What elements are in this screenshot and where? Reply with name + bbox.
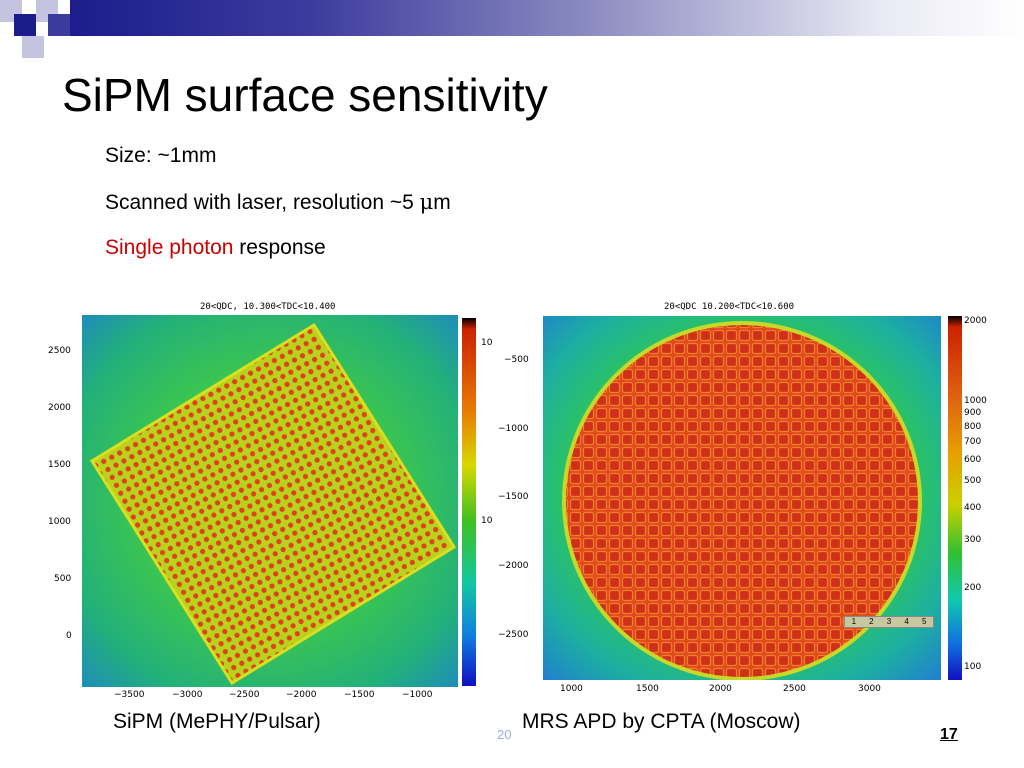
left-y-tick: 2000 [48,403,71,413]
right-scale-tick: 900 [964,408,982,418]
left-plot-image [82,315,458,687]
right-x-tick: 3000 [858,684,881,694]
corner-square-6 [0,22,14,36]
right-scale-tick: 800 [964,422,982,432]
header-gradient-bar [70,0,1024,36]
right-x-tick: 1000 [560,684,583,694]
cell-label: 2 [869,617,874,626]
left-y-tick: 2500 [48,346,71,356]
left-x-tick: −1000 [402,690,433,700]
corner-square-4 [48,14,70,36]
left-caption: SiPM (MePHY/Pulsar) [113,710,321,733]
response-text: response [233,236,326,259]
right-scale-tick: 2000 [964,316,987,326]
left-x-tick: −2500 [229,690,260,700]
left-y-tick: 500 [54,574,72,584]
left-x-tick: −3500 [114,690,145,700]
right-y-tick: −500 [504,355,529,365]
left-x-tick: −1500 [344,690,375,700]
bullet-scan: Scanned with laser, resolution ~5 μm [105,190,451,215]
left-x-tick: −2000 [286,690,317,700]
left-y-tick: 1500 [48,460,71,470]
right-scale-tick: 500 [964,476,982,486]
left-plot-label: 20<QDC, 10.300<TDC<10.400 [200,302,336,312]
right-y-tick: −1500 [498,492,529,502]
bullet-size: Size: ~1mm [105,144,217,167]
right-x-tick: 1500 [636,684,659,694]
left-x-tick: −3000 [172,690,203,700]
cell-label: 5 [921,617,927,626]
right-plot-label: 20<QDC 10.200<TDC<10.600 [664,302,795,312]
single-photon-text: Single photon [105,236,234,259]
right-scale-tick: 300 [964,535,982,545]
right-x-tick: 2000 [709,684,732,694]
right-plot-image [543,316,941,680]
footer-date-fragment: 20 [497,727,512,742]
left-scale-tick: 10 [481,338,493,348]
right-scale-tick: 700 [964,437,982,447]
left-y-tick: 0 [66,631,72,641]
bullet-scan-text: Scanned with laser, resolution ~5 [105,191,420,214]
right-y-tick: −2000 [498,561,529,571]
cell-number-strip: 1 2 3 4 5 [844,616,934,628]
right-caption: MRS APD by CPTA (Moscow) [522,710,801,733]
right-y-tick: −2500 [498,630,529,640]
corner-square-5 [22,36,44,58]
right-scale-tick: 200 [964,583,982,593]
left-y-tick: 1000 [48,517,71,527]
cell-label: 3 [886,617,892,626]
cell-label: 4 [904,617,909,626]
bullet-scan-unit: m [433,191,451,214]
mu-symbol: μ [419,190,434,214]
right-x-tick: 2500 [783,684,806,694]
cell-label: 1 [851,617,857,626]
corner-square-2 [14,14,36,36]
bullet-response: Single photon response [105,236,326,260]
left-color-scale [462,318,476,686]
right-scale-tick: 100 [964,662,982,672]
right-scale-tick: 600 [964,455,982,465]
right-y-tick: −1000 [498,424,529,434]
right-scale-tick: 1000 [964,396,987,406]
right-color-scale [948,316,962,680]
right-scale-tick: 400 [964,503,982,513]
left-scale-tick: 10 [481,516,493,526]
slide-title: SiPM surface sensitivity [62,69,548,121]
page-number: 17 [940,726,958,743]
